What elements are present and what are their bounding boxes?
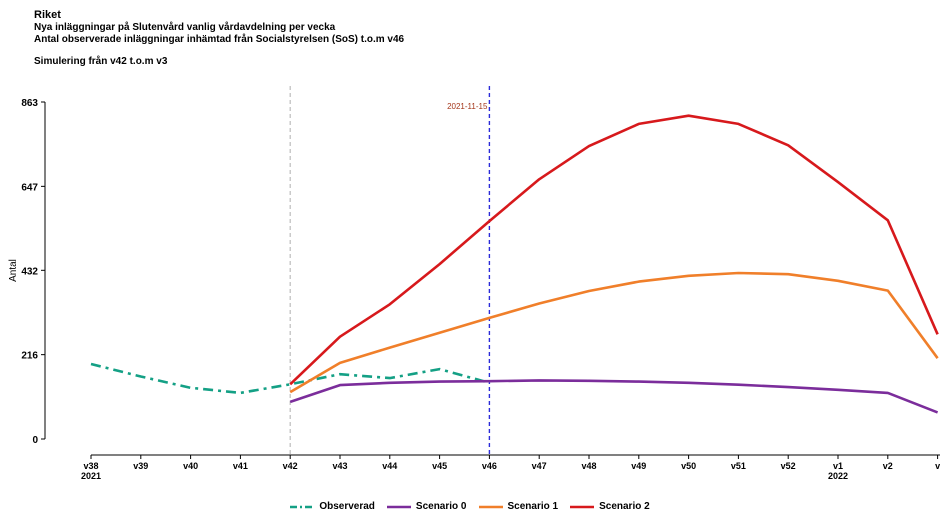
legend-swatch xyxy=(290,505,315,508)
line-chart: 2021-11-15 0 216 432 647 863 Antal v38 v39 v40 v4… xyxy=(8,86,940,481)
legend-label: Scenario 1 xyxy=(507,501,559,512)
x-tick-label: v2 xyxy=(883,461,893,471)
chart-subtitle-2: Antal observerade inläggningar inhämtad … xyxy=(34,34,405,45)
series-line-observerad xyxy=(90,362,490,395)
legend-label: Observerad xyxy=(319,501,375,512)
y-axis-label: Antal xyxy=(8,259,19,282)
legend-item: Scenario 2 xyxy=(570,501,650,512)
chart-titles: Riket Nya inläggningar på Slutenvård van… xyxy=(34,9,404,67)
y-tick-label: 216 xyxy=(21,351,38,362)
legend-swatch xyxy=(478,505,503,508)
x-tick-label: v48 xyxy=(581,461,596,471)
chart-legend: Observerad Scenario 0 Scenario 1 Scenario 2 xyxy=(0,501,940,512)
x-tick-label: v51 xyxy=(731,461,746,471)
x-tick-label: v50 xyxy=(681,461,696,471)
x-tick-label: v45 xyxy=(432,461,447,471)
x-tick-label: v44 xyxy=(382,461,397,471)
x-tick-label: v41 xyxy=(233,461,248,471)
x-tick-label: v47 xyxy=(532,461,547,471)
legend-label: Scenario 2 xyxy=(599,501,650,512)
reference-line-annotation: 2021-11-15 xyxy=(447,102,488,111)
x-tick-label: v49 xyxy=(631,461,646,471)
y-tick-label: 432 xyxy=(21,266,38,277)
legend-item: Observerad xyxy=(290,501,375,512)
legend-swatch xyxy=(386,505,411,508)
y-tick-label: 0 xyxy=(32,435,38,446)
x-tick-label: v38 xyxy=(83,461,98,471)
x-tick-label: v42 xyxy=(283,461,298,471)
x-year-label: 2022 xyxy=(828,471,848,481)
x-tick-label: v40 xyxy=(183,461,198,471)
series-line-scenario-0 xyxy=(289,379,939,414)
x-tick-label: v46 xyxy=(482,461,497,471)
y-tick-label: 863 xyxy=(21,98,38,109)
legend-item: Scenario 1 xyxy=(478,501,559,512)
legend-swatch xyxy=(570,505,595,508)
chart-subtitle-1: Nya inläggningar på Slutenvård vanlig vå… xyxy=(34,22,336,33)
series-line-scenario-1 xyxy=(289,271,939,394)
x-tick-label: v52 xyxy=(781,461,796,471)
y-tick-label: 647 xyxy=(21,182,38,193)
x-year-label: 2021 xyxy=(81,471,101,481)
series-line-scenario-2 xyxy=(289,114,939,386)
chart-title: Riket xyxy=(34,9,61,21)
legend-label: Scenario 0 xyxy=(415,501,467,512)
simulation-note: Simulering från v42 t.o.m v3 xyxy=(34,56,168,67)
x-tick-label: v39 xyxy=(133,461,148,471)
x-tick-label: v xyxy=(935,461,940,471)
x-tick-label: v1 xyxy=(833,461,843,471)
x-tick-label: v43 xyxy=(332,461,347,471)
legend-item: Scenario 0 xyxy=(386,501,467,512)
